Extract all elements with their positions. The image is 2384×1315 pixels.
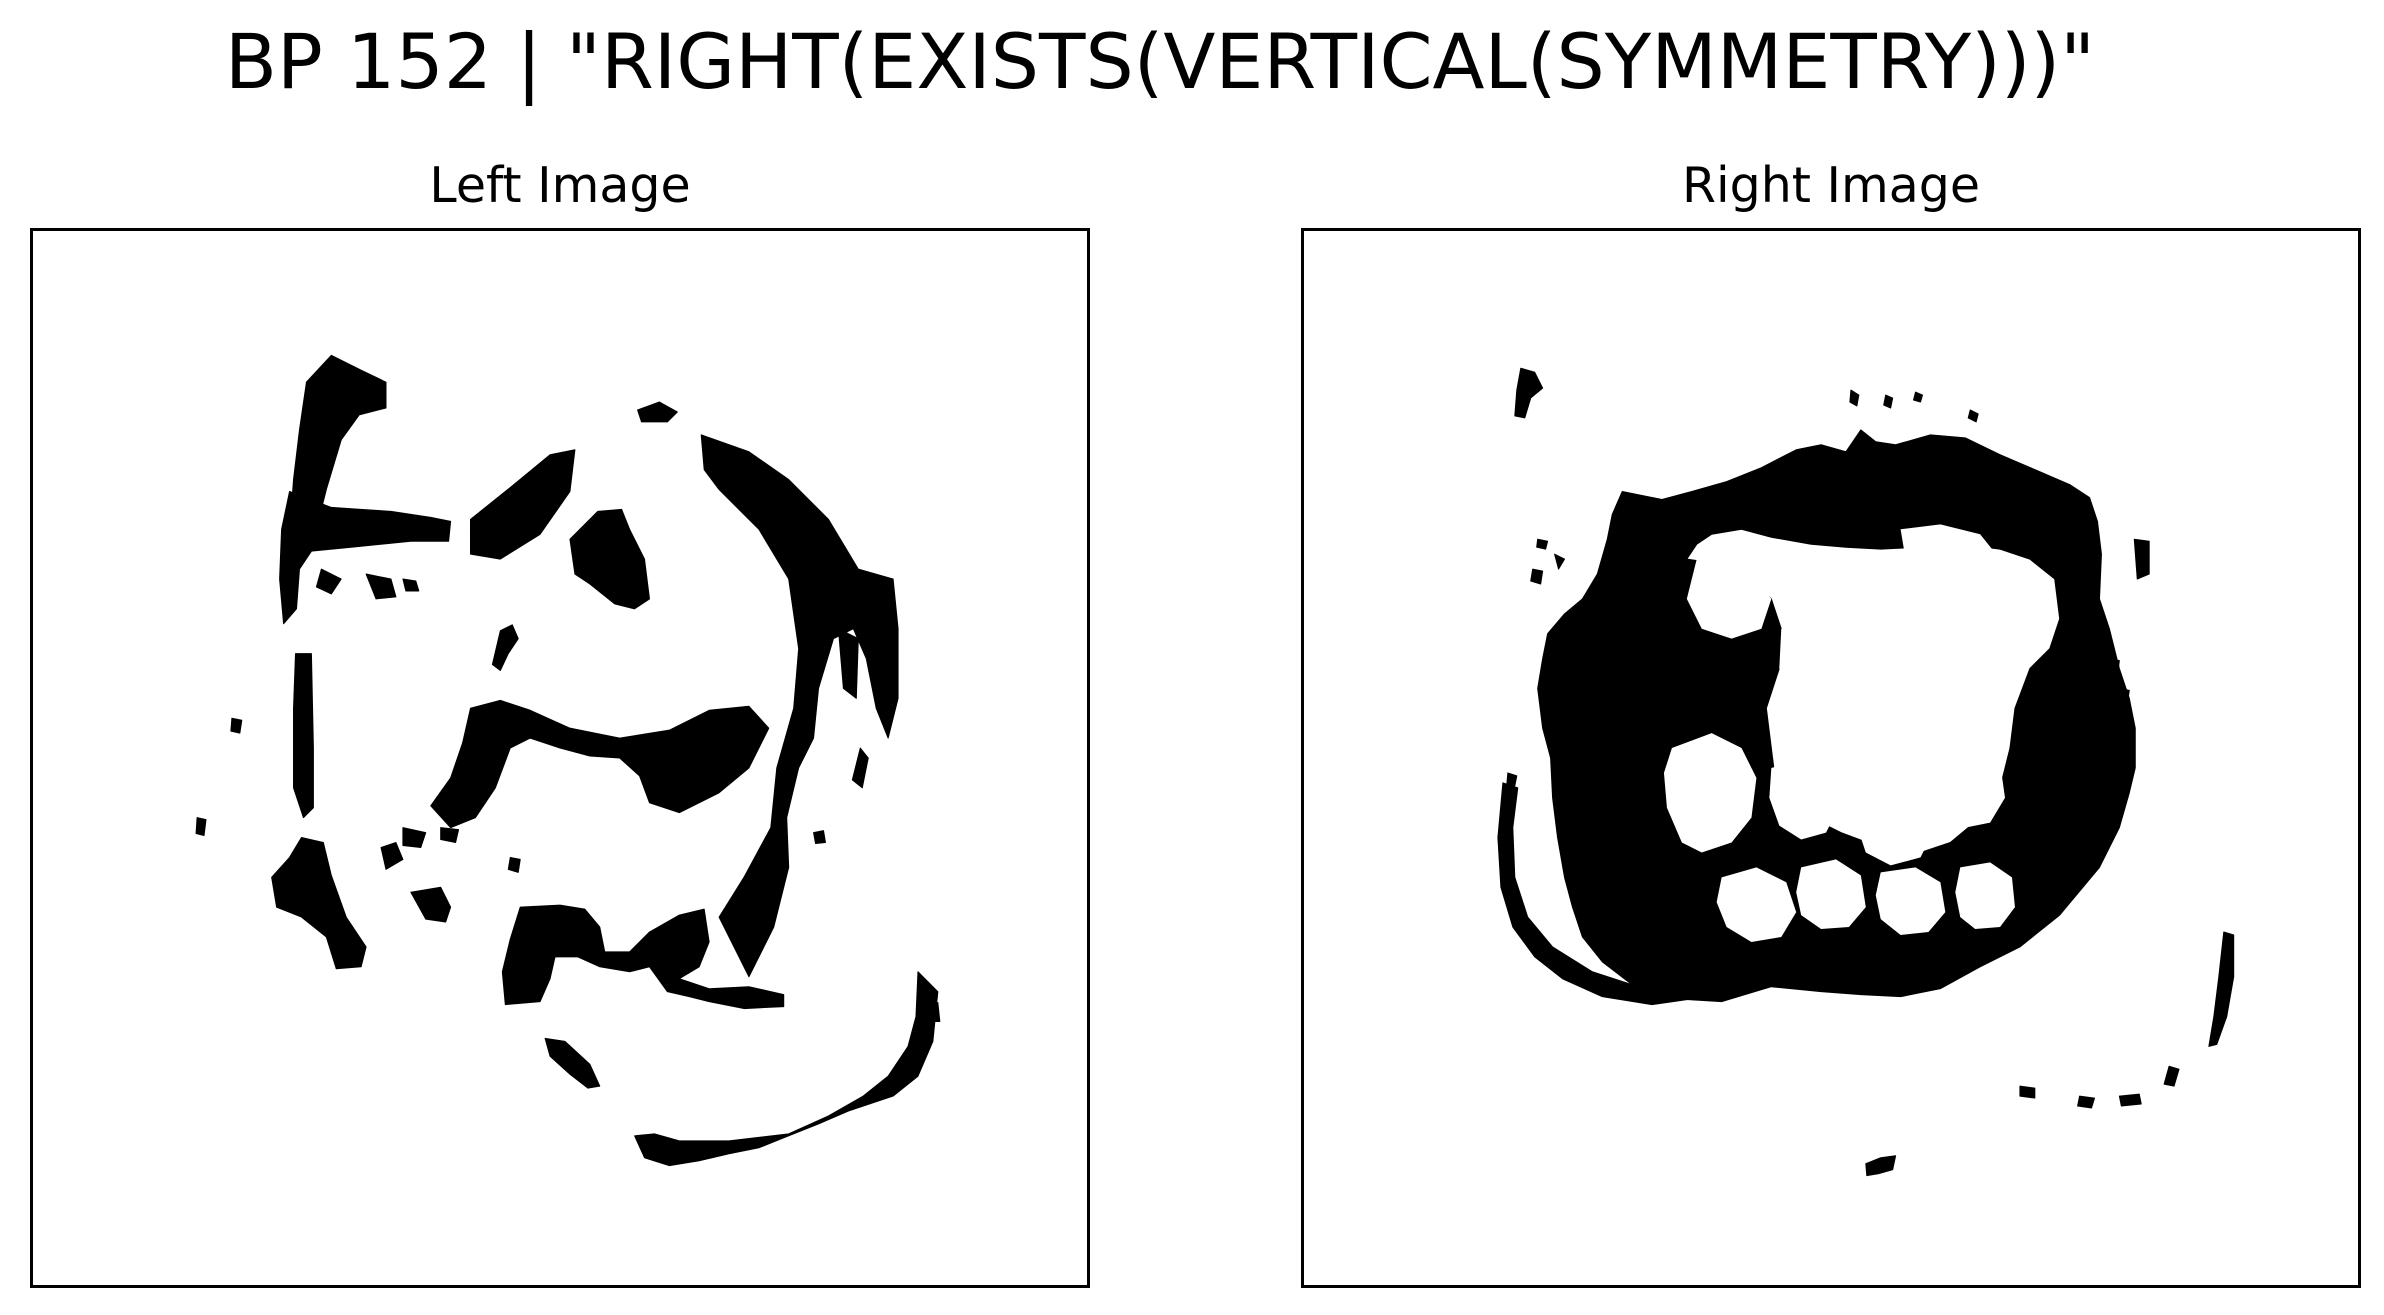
right-image-panel (1301, 228, 2361, 1288)
left-image-panel (30, 228, 1090, 1288)
left-binary-image (195, 354, 941, 1167)
left-panel-title: Left Image (429, 157, 691, 214)
figure-title: BP 152 | "RIGHT(EXISTS(VERTICAL(SYMMETRY… (224, 17, 2096, 106)
right-panel-title: Right Image (1681, 157, 1981, 214)
right-binary-image (1497, 367, 2235, 1177)
